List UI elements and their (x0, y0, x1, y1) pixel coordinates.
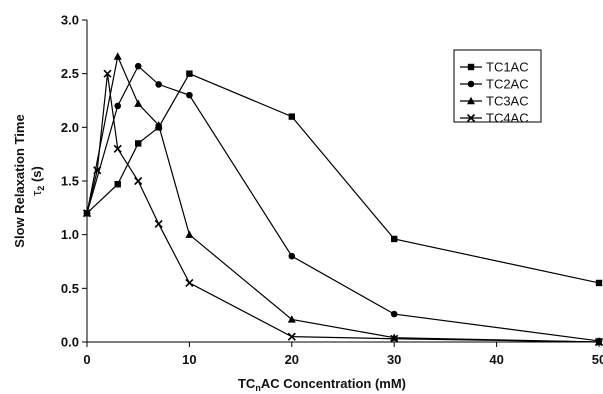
data-point-x (185, 278, 194, 288)
series-line (86, 73, 600, 343)
y-tick-label: 0.0 (61, 335, 79, 350)
data-point-x (113, 144, 122, 153)
data-point-circle (467, 80, 475, 88)
data-point-x (594, 337, 603, 347)
y-axis-title-line2: τ2 (s) (29, 166, 46, 196)
data-point-circle (114, 102, 122, 110)
series-tc4ac (82, 69, 603, 347)
legend-label: TC2AC (486, 77, 529, 92)
data-point-square (391, 235, 398, 243)
x-axis-title: TCnAC Concentration (mM) (238, 376, 406, 393)
x-tick-label: 30 (387, 352, 401, 367)
data-point-triangle (154, 120, 163, 129)
series-tc2ac (83, 62, 603, 345)
x-tick-label: 0 (83, 352, 90, 367)
data-point-x (154, 219, 163, 228)
data-point-triangle (287, 315, 296, 323)
y-tick-label: 1.5 (61, 174, 79, 189)
data-point-circle (186, 91, 193, 99)
x-axis-ticks: 0 10 20 30 40 50 (83, 342, 603, 367)
series-line (86, 54, 600, 343)
legend-label: TC3AC (486, 94, 529, 109)
data-point-circle (288, 252, 296, 260)
y-axis-title-line1: Slow Relaxation Time (12, 114, 27, 247)
data-point-circle (390, 310, 398, 318)
data-point-x (466, 113, 476, 123)
y-axis-title: Slow Relaxation Time τ2 (s) (12, 114, 46, 247)
data-point-x (287, 332, 296, 341)
data-point-x (390, 334, 399, 343)
data-point-circle (134, 62, 142, 70)
legend-item: TC3AC (460, 94, 529, 109)
data-point-triangle (185, 230, 194, 238)
y-tick-label: 0.5 (61, 281, 79, 296)
data-point-square (186, 70, 193, 77)
x-tick-label: 50 (592, 352, 603, 367)
data-point-x (82, 209, 92, 218)
legend-item: TC4AC (460, 111, 529, 126)
series-line (86, 72, 600, 284)
data-point-triangle (467, 96, 475, 105)
data-point-x (103, 69, 112, 78)
x-tick-label: 10 (182, 352, 196, 367)
data-point-triangle (113, 52, 122, 60)
legend-label: TC4AC (486, 111, 529, 126)
y-tick-label: 3.0 (61, 13, 79, 28)
data-point-square (114, 181, 121, 188)
y-axis-ticks: 0.0 0.5 1.0 1.5 2.0 2.5 3.0 (61, 13, 87, 350)
data-point-x (93, 166, 102, 175)
y-tick-label: 1.0 (61, 227, 79, 242)
data-point-triangle (134, 99, 143, 107)
y-tick-label: 2.0 (61, 120, 79, 135)
data-point-x (134, 176, 143, 186)
legend-item: TC1AC (460, 60, 529, 75)
legend: TC1AC TC2AC TC3AC TC4AC (453, 49, 542, 126)
data-point-square (467, 63, 475, 71)
data-point-square (288, 113, 295, 120)
y-tick-label: 2.5 (61, 66, 79, 81)
data-point-circle (155, 81, 162, 88)
legend-item: TC2AC (460, 77, 529, 92)
legend-label: TC1AC (486, 60, 529, 75)
data-point-square (595, 279, 603, 287)
series-line (86, 65, 600, 342)
x-tick-label: 20 (285, 352, 299, 367)
series-layer (82, 52, 603, 347)
x-tick-label: 40 (489, 352, 503, 367)
data-point-square (135, 140, 142, 147)
